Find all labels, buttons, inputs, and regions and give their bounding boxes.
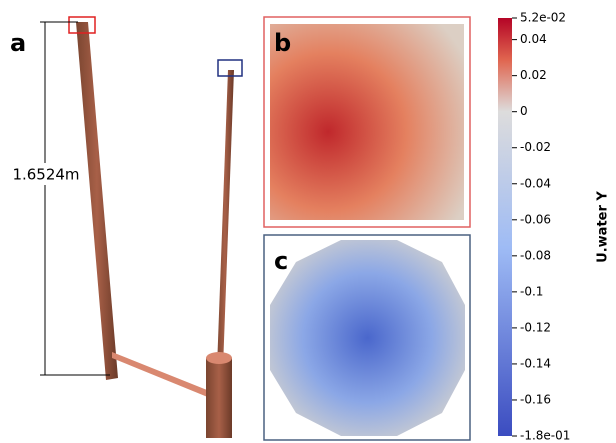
tick-label: -0.04 [520,176,551,190]
tick-label: -0.02 [520,140,551,154]
tick-label: -1.8e-01 [520,429,570,443]
tick-label: -0.08 [520,248,551,262]
tick-label: -0.06 [520,212,551,226]
colorbar-title: U.water Y [596,191,611,263]
tick-label: 5.2e-02 [520,11,566,25]
tick-label: 0.04 [520,32,547,46]
colorbar: U.water Y 5.2e-02 0.04 0.02 0 -0.02 -0.04 -0.0… [498,11,611,443]
contour [270,240,465,436]
panel-label: c [274,247,288,275]
cylinder-top [206,352,232,364]
tick-label: -0.12 [520,320,551,334]
contour [270,24,464,220]
cylinder [206,358,232,438]
thin-pipe [216,70,234,395]
tick-label: -0.14 [520,356,551,370]
connector-pipe [112,352,212,398]
dimension-label: 1.6524m [12,166,79,184]
panel-c: c [264,235,470,440]
tick-label: 0.02 [520,68,547,82]
figure: 1.6524m a b c U.water Y 5.2e-02 0.04 0.02 0… [0,0,616,443]
tick-label: 0 [520,104,528,118]
panel-b: b [264,17,470,227]
tick-label: -0.1 [520,284,543,298]
panel-label: b [274,29,291,57]
panel-a: 1.6524m a [8,17,242,438]
tick-label: -0.16 [520,392,551,406]
colorbar-scale [498,18,512,436]
panel-label: a [10,29,26,57]
tall-pipe [76,22,118,380]
